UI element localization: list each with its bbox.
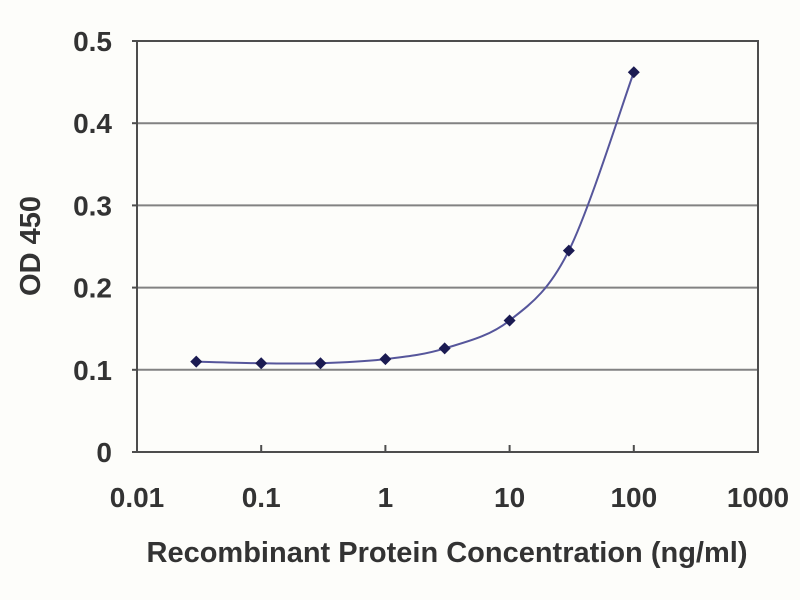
plot-frame [136, 40, 759, 453]
x-tick-label: 0.1 [242, 482, 281, 513]
data-point-marker [190, 355, 203, 368]
x-tick-label: 0.01 [110, 482, 165, 513]
data-point-marker [314, 357, 327, 370]
curve-line [196, 71, 635, 365]
y-tick-label: 0 [96, 437, 112, 468]
axis-ticks [132, 40, 759, 453]
x-tick-label: 100 [610, 482, 657, 513]
data-point-marker [255, 357, 268, 370]
y-tick-label: 0.2 [73, 273, 112, 304]
gridlines [137, 40, 758, 453]
x-axis-title: Recombinant Protein Concentration (ng/ml… [147, 537, 748, 569]
x-tick-label: 1000 [727, 482, 789, 513]
x-tick-label: 1 [378, 482, 394, 513]
y-tick-label: 0.1 [73, 355, 112, 386]
data-point-marker [379, 353, 392, 366]
x-tick-label: 10 [494, 482, 525, 513]
y-tick-label: 0.4 [73, 108, 112, 139]
data-point-marker [562, 244, 575, 257]
y-axis-tick-labels: 0 0.1 0.2 0.3 0.4 0.5 [73, 26, 112, 468]
y-axis-title: OD 450 [15, 196, 47, 296]
x-axis-tick-labels: 0.01 0.1 1 10 100 1000 [110, 482, 789, 513]
data-point-marker [503, 314, 516, 327]
y-tick-label: 0.3 [73, 190, 112, 221]
data-point-marker [438, 342, 451, 355]
data-point-marker [627, 66, 640, 79]
data-points [190, 66, 640, 370]
plot-border [136, 40, 759, 453]
y-tick-label: 0.5 [73, 26, 112, 57]
